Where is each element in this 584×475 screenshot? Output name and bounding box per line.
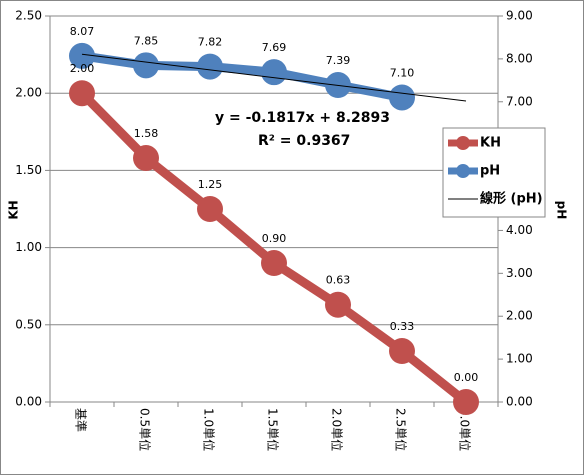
data-label: 2.00: [70, 62, 95, 75]
point: [261, 59, 287, 86]
point: [261, 250, 287, 277]
point: [133, 52, 159, 79]
point: [389, 84, 415, 111]
data-label: 1.25: [198, 178, 223, 191]
y2-tick-label: 3.00: [506, 266, 533, 280]
data-label: 7.69: [262, 41, 287, 54]
trend-r-squared: R² = 0.9367: [258, 133, 350, 149]
x-tick-label: 3.0単位: [458, 408, 473, 451]
legend-marker: [456, 164, 470, 178]
y2-tick-label: 7.00: [506, 94, 533, 108]
trend-equation: y = -0.1817x + 8.2893: [215, 110, 390, 126]
y2-tick-label: 2.00: [506, 309, 533, 323]
x-tick-label: 2.5単位: [394, 408, 409, 451]
data-label: 7.39: [326, 54, 351, 67]
y-axis-label: KH: [7, 200, 21, 219]
y2-tick-label: 1.00: [506, 352, 533, 366]
data-label: 0.90: [262, 232, 287, 245]
data-label: 7.10: [390, 66, 415, 79]
data-label: 1.58: [134, 127, 159, 140]
x-tick-label: 1.0単位: [202, 408, 217, 451]
y2-tick-label: 8.00: [506, 51, 533, 65]
data-label: 0.33: [390, 320, 415, 333]
point: [197, 196, 223, 222]
y2-tick-label: 4.00: [506, 223, 533, 237]
point: [325, 291, 351, 318]
x-tick-label: 基準: [74, 408, 89, 432]
y-tick-label: 2.50: [15, 9, 42, 23]
data-label: 0.63: [326, 274, 351, 287]
legend-label: pH: [480, 164, 500, 179]
point: [453, 389, 479, 415]
y-tick-label: 1.50: [15, 163, 42, 177]
y-tick-label: 2.00: [15, 86, 42, 100]
y-tick-label: 0.50: [15, 317, 42, 331]
data-label: 7.85: [134, 34, 159, 47]
point: [197, 53, 223, 80]
legend-label: KH: [480, 136, 501, 151]
y2-tick-label: 0.00: [506, 395, 533, 409]
legend-label: 線形 (pH): [480, 191, 543, 207]
legend-marker: [456, 136, 470, 150]
x-tick-label: 1.5単位: [266, 408, 281, 451]
x-tick-label: 2.0単位: [330, 408, 345, 451]
y2-axis-label: pH: [555, 201, 569, 220]
data-label: 0.00: [454, 371, 479, 384]
data-label: 7.82: [198, 36, 223, 49]
y2-tick-label: 9.00: [506, 9, 533, 23]
point: [69, 80, 95, 107]
y-tick-label: 1.00: [15, 240, 42, 254]
data-label: 8.07: [70, 25, 95, 38]
point: [69, 42, 95, 69]
x-tick-label: 0.5単位: [138, 408, 153, 451]
y-tick-label: 0.00: [15, 395, 42, 409]
trendline: [81, 53, 467, 102]
point: [133, 145, 159, 172]
point: [389, 338, 415, 365]
